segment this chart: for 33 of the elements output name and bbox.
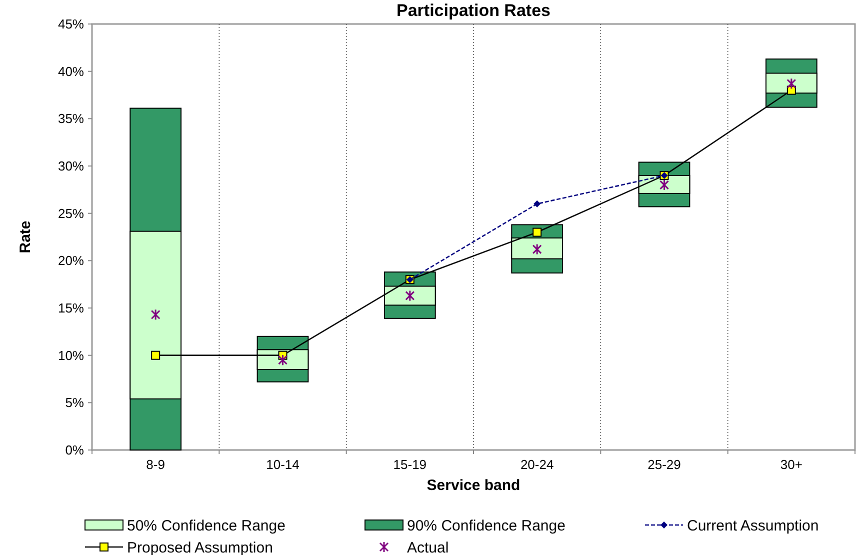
point	[405, 290, 415, 302]
x-axis-title: Service band	[426, 477, 520, 494]
y-tick-label: 40%	[58, 64, 84, 79]
point	[532, 228, 542, 237]
x-tick-label: 10-14	[266, 457, 300, 472]
legend-label: Current Assumption	[687, 517, 819, 534]
x-tick-label: 30+	[780, 457, 802, 472]
y-tick-label: 30%	[58, 158, 84, 174]
legend-label: Actual	[407, 539, 449, 555]
point	[278, 354, 288, 366]
y-tick-label: 20%	[58, 253, 84, 268]
y-tick-label: 0%	[65, 442, 84, 458]
point	[534, 200, 541, 208]
y-tick-label: 35%	[58, 111, 84, 126]
y-tick-label: 5%	[65, 395, 84, 410]
y-axis-title: Rate	[17, 220, 34, 254]
x-tick-label: 25-29	[648, 457, 681, 472]
x-tick-label: 20-24	[520, 457, 554, 472]
y-tick-label: 10%	[58, 348, 84, 363]
y-tick-label: 25%	[58, 206, 84, 221]
y-tick-label: 45%	[58, 16, 84, 32]
point	[532, 244, 542, 256]
legend-label: 90% Confidence Range	[407, 517, 566, 534]
point	[150, 308, 160, 320]
x-tick-label: 15-19	[393, 457, 427, 472]
y-tick-label: 15%	[58, 300, 84, 316]
legend-label: 50% Confidence Range	[127, 517, 286, 534]
point	[151, 350, 160, 360]
chart-title: Participation Rates	[396, 1, 550, 20]
point	[660, 179, 669, 191]
point	[786, 78, 796, 90]
x-tick-label: 8-9	[146, 457, 165, 472]
legend-label: Proposed Assumption	[127, 539, 273, 555]
